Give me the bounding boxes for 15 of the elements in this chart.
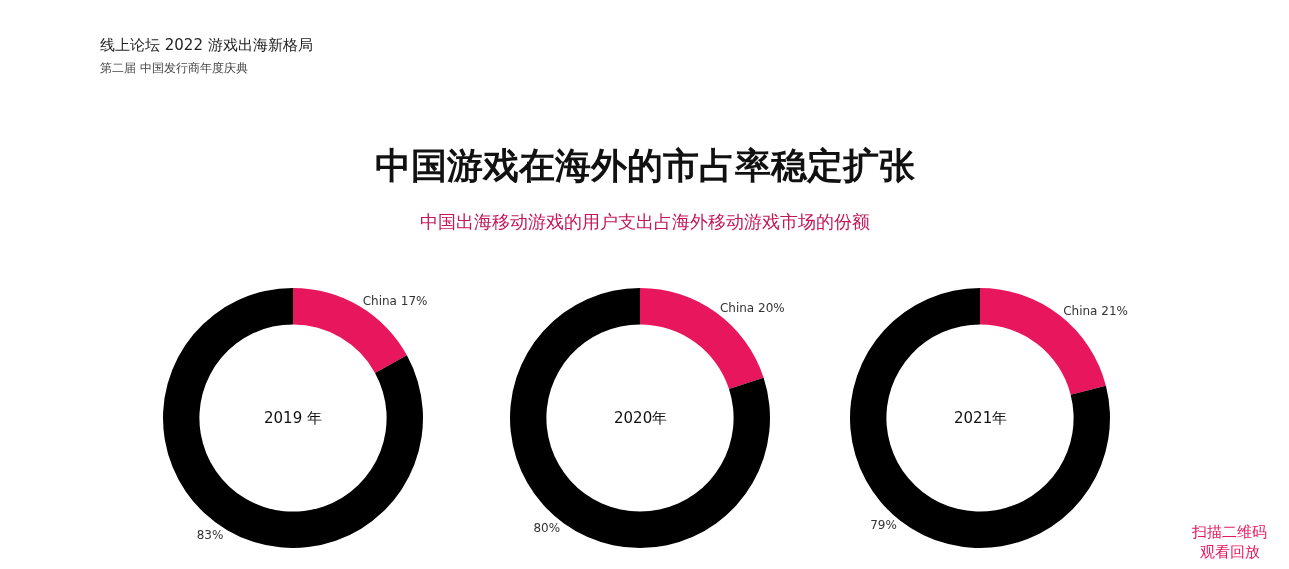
text: 中国游戏在海外的市占率稳定扩张	[373, 144, 916, 188]
text: 2021年	[954, 409, 1008, 427]
text: 扫描二维码	[1192, 522, 1267, 542]
slice-label: China 21%	[1063, 303, 1128, 318]
data-label: 83%	[196, 528, 224, 543]
text: 2020年	[614, 409, 668, 427]
text: 线上论坛 2022 游戏出海新格局	[100, 36, 313, 55]
text: 第二届 中国发行商年度庆典	[100, 60, 248, 77]
text: 2019 年	[264, 409, 322, 427]
slice-label: China 17%	[362, 293, 428, 308]
data-label: 80%	[533, 520, 561, 535]
data-label: 79%	[870, 518, 897, 533]
slice-label: China 20%	[719, 301, 785, 316]
text: 中国出海移动游戏的用户支出占海外移动游戏市场的份额	[418, 210, 871, 234]
text: 观看回放	[1198, 542, 1261, 562]
